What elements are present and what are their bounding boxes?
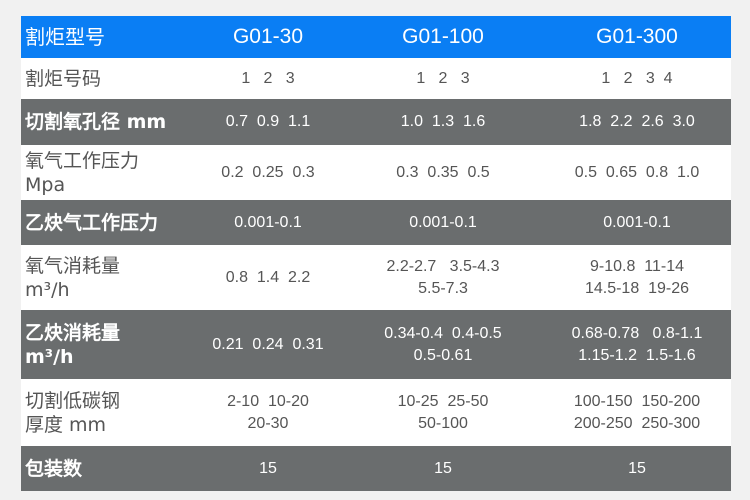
row-label: 切割氧孔径 mm: [21, 110, 193, 134]
header-row: 割炬型号 G01-30 G01-100 G01-300: [21, 16, 731, 58]
row-label: 包装数: [21, 457, 193, 481]
value-line: 0.001-0.1: [409, 213, 477, 231]
value-cell: 0.3 0.35 0.5: [343, 162, 543, 184]
value-line: 0.5-0.61: [413, 346, 473, 364]
value-cell: 0.5 0.65 0.8 1.0: [543, 162, 731, 184]
value-cell: 1.8 2.2 2.6 3.0: [543, 111, 731, 133]
value-cell: 0.001-0.1: [193, 212, 343, 234]
row-label: 氧气工作压力 Mpa: [21, 149, 193, 197]
row-label-line: 包装数: [25, 457, 83, 480]
row-label: 割炬号码: [21, 67, 193, 91]
value-line: 0.8 1.4 2.2: [225, 268, 311, 286]
row-acetylene-consumption: 乙炔消耗量 m³/h 0.21 0.24 0.31 0.34-0.4 0.4-0.5 0…: [21, 310, 731, 379]
spec-table: 割炬型号 G01-30 G01-100 G01-300 割炬号码 1 2 3 1 2…: [21, 16, 731, 491]
row-label-line: Mpa: [25, 173, 66, 196]
row-label: 乙炔气工作压力: [21, 211, 193, 235]
row-label-line: m³/h: [25, 278, 70, 301]
row-label: 氧气消耗量 m³/h: [21, 254, 193, 302]
value-line: 1 2 3: [241, 69, 295, 87]
row-label-line: 厚度 mm: [25, 413, 107, 436]
value-cell: 15: [543, 458, 731, 480]
value-line: 10-25 25-50: [397, 392, 489, 410]
row-label-line: 乙炔气工作压力: [25, 211, 159, 234]
value-line: 1.0 1.3 1.6: [400, 113, 486, 130]
value-cell: 0.001-0.1: [343, 212, 543, 234]
value-line: 1 2 3 4: [601, 69, 673, 87]
row-label-line: 切割氧孔径 mm: [25, 111, 167, 133]
value-line: 15: [628, 459, 646, 477]
value-line: 15: [434, 459, 452, 477]
value-cell: 15: [193, 458, 343, 480]
model-g01-300: G01-300: [596, 25, 678, 48]
value-line: 14.5-18 19-26: [584, 279, 690, 297]
value-cell: 0.2 0.25 0.3: [193, 162, 343, 184]
value-cell: 0.001-0.1: [543, 212, 731, 234]
value-line: 200-250 250-300: [573, 414, 701, 432]
row-label: 切割低碳钢 厚度 mm: [21, 389, 193, 437]
row-oxygen-orifice: 切割氧孔径 mm 0.7 0.9 1.1 1.0 1.3 1.6 1.8 2.2 2.…: [21, 99, 731, 145]
value-line: 15: [259, 459, 277, 477]
row-label-line: 割炬号码: [25, 67, 102, 90]
value-line: 0.3 0.35 0.5: [396, 163, 490, 181]
value-cell: 1 2 3: [193, 68, 343, 90]
value-cell: 9-10.8 11-14 14.5-18 19-26: [543, 256, 731, 300]
value-line: 5.5-7.3: [418, 279, 468, 297]
value-cell: 0.34-0.4 0.4-0.5 0.5-0.61: [343, 323, 543, 367]
row-label-line: 氧气工作压力: [25, 149, 140, 172]
value-line: 1.15-1.2 1.5-1.6: [578, 346, 696, 364]
value-cell: 1 2 3 4: [543, 68, 731, 90]
value-line: 9-10.8 11-14: [590, 257, 684, 275]
model-g01-30: G01-30: [232, 25, 304, 48]
header-label: 割炬型号: [25, 25, 105, 49]
row-acetylene-pressure: 乙炔气工作压力 0.001-0.1 0.001-0.1 0.001-0.1: [21, 200, 731, 245]
row-label-line: m³/h: [25, 345, 74, 368]
value-cell: 15: [343, 458, 543, 480]
value-cell: 1 2 3: [343, 68, 543, 90]
value-line: 0.001-0.1: [234, 213, 302, 231]
value-line: 50-100: [418, 414, 468, 432]
value-line: 0.2 0.25 0.3: [221, 163, 315, 181]
row-cutting-thickness: 切割低碳钢 厚度 mm 2-10 10-20 20-30 10-25 25-50 50-1…: [21, 379, 731, 446]
value-cell: 100-150 150-200 200-250 250-300: [543, 391, 731, 435]
value-line: 0.68-0.78 0.8-1.1: [571, 324, 703, 342]
row-label: 乙炔消耗量 m³/h: [21, 321, 193, 369]
row-label-line: 切割低碳钢: [25, 389, 121, 412]
value-line: 1 2 3: [416, 69, 470, 87]
model-g01-100: G01-100: [402, 25, 484, 48]
value-cell: 2-10 10-20 20-30: [193, 391, 343, 435]
value-cell: 0.21 0.24 0.31: [193, 334, 343, 356]
value-line: 2.2-2.7 3.5-4.3: [386, 257, 500, 275]
value-line: 20-30: [247, 414, 289, 432]
value-cell: 0.8 1.4 2.2: [193, 267, 343, 289]
value-line: 0.001-0.1: [603, 213, 671, 231]
row-torch-number: 割炬号码 1 2 3 1 2 3 1 2 3 4: [21, 58, 731, 99]
value-cell: 1.0 1.3 1.6: [343, 111, 543, 133]
row-label-line: 氧气消耗量: [25, 254, 121, 277]
value-line: 0.7 0.9 1.1: [225, 113, 311, 130]
value-cell: 0.7 0.9 1.1: [193, 111, 343, 133]
value-line: 0.5 0.65 0.8 1.0: [574, 163, 700, 181]
value-line: 2-10 10-20: [227, 392, 309, 410]
row-label-line: 乙炔消耗量: [25, 321, 121, 344]
row-oxygen-pressure: 氧气工作压力 Mpa 0.2 0.25 0.3 0.3 0.35 0.5 0.5 0.6…: [21, 145, 731, 200]
value-line: 100-150 150-200: [573, 392, 701, 410]
row-oxygen-consumption: 氧气消耗量 m³/h 0.8 1.4 2.2 2.2-2.7 3.5-4.3 5.5-7…: [21, 245, 731, 310]
value-cell: 0.68-0.78 0.8-1.1 1.15-1.2 1.5-1.6: [543, 323, 731, 367]
value-cell: 2.2-2.7 3.5-4.3 5.5-7.3: [343, 256, 543, 300]
value-line: 0.21 0.24 0.31: [212, 335, 324, 353]
value-line: 1.8 2.2 2.6 3.0: [579, 113, 695, 130]
row-package-count: 包装数 15 15 15: [21, 446, 731, 491]
value-cell: 10-25 25-50 50-100: [343, 391, 543, 435]
value-line: 0.34-0.4 0.4-0.5: [384, 324, 502, 342]
